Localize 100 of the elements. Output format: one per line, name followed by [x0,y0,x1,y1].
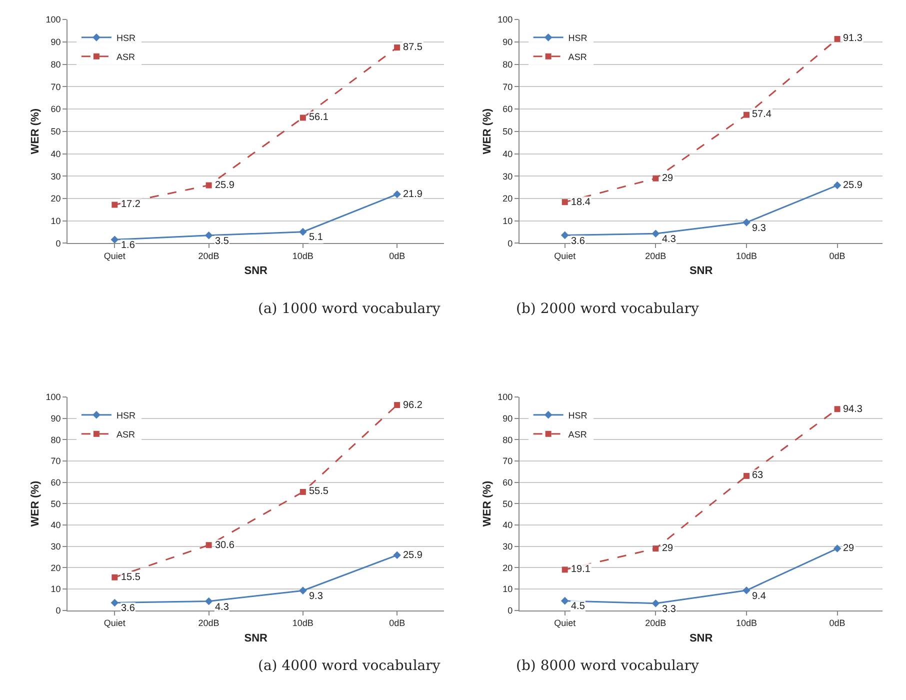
point [110,236,119,244]
point [834,406,840,412]
x-tick-label: 0dB [829,618,846,628]
x-tick-label: 0dB [829,251,846,262]
data-label: 4.5 [571,601,586,612]
point [300,114,306,121]
y-tick-label: 30 [50,542,61,552]
x-tick-label: 10dB [292,251,314,262]
x-tick-label: 10dB [736,251,758,262]
legend-label: ASR [116,429,136,440]
y-tick-label: 0 [508,238,513,248]
point [299,586,307,594]
data-label: 15.5 [121,572,141,583]
data-label: 4.3 [662,234,676,245]
y-tick-label: 60 [502,104,513,114]
data-label: 91.3 [843,33,863,44]
y-tick-label: 80 [502,59,513,70]
y-tick-label: 70 [502,456,513,466]
y-tick-label: 30 [50,171,61,182]
data-label: 25.9 [215,180,235,191]
x-tick-label: 20dB [198,251,220,262]
point [652,230,660,238]
data-label: 3.6 [121,603,136,614]
y-tick-label: 40 [50,520,61,530]
data-label: 3.6 [571,236,586,247]
point [300,488,306,495]
x-tick-label: 0dB [389,251,406,262]
y-tick-label: 100 [498,14,513,25]
y-tick-label: 80 [502,434,513,445]
x-tick-label: 20dB [198,618,220,628]
data-label: 25.9 [843,180,863,191]
legend-label: ASR [568,429,588,440]
y-axis-title: WER (%) [29,108,42,154]
data-label: 25.9 [403,550,423,561]
y-tick-label: 90 [50,413,61,424]
y-tick-label: 50 [50,498,61,509]
point [394,402,400,408]
y-tick-label: 50 [50,126,61,137]
point [652,175,659,182]
y-tick-label: 30 [502,171,513,182]
y-tick-label: 60 [50,477,61,488]
y-tick-label: 40 [502,148,513,159]
x-tick-label: 20dB [645,251,666,262]
data-label: 29 [843,543,855,554]
x-tick-label: Quiet [554,618,576,628]
y-tick-label: 10 [50,216,61,226]
point [299,228,307,236]
point [743,112,750,118]
data-label: 3.5 [215,236,230,247]
x-tick-label: 10dB [736,618,758,628]
y-tick-label: 30 [502,542,513,552]
y-tick-label: 100 [46,14,61,25]
point [110,598,119,607]
y-tick-label: 20 [502,562,513,573]
data-label: 29 [662,173,674,184]
data-label: 9.4 [752,591,766,602]
y-tick-label: 40 [502,520,513,530]
data-label: 56.1 [309,112,329,123]
y-tick-label: 10 [502,584,513,594]
x-axis-title: SNR [244,265,268,278]
y-tick-label: 0 [56,238,61,248]
x-tick-label: 0dB [389,618,406,628]
text: (a) 1000 word vocabulary [258,301,440,317]
text: (b) 2000 word vocabulary [516,301,699,317]
data-label: 29 [662,543,674,554]
point [112,202,118,208]
x-tick-label: 20dB [645,618,666,628]
point [560,231,569,240]
point [652,599,660,608]
y-tick-label: 10 [50,584,61,594]
data-label: 9.3 [309,591,324,602]
x-tick-label: 10dB [292,618,314,628]
data-label: 9.3 [752,223,766,234]
y-tick-label: 0 [56,606,61,616]
text: (a) 4000 word vocabulary [258,658,440,674]
data-label: 94.3 [843,404,863,415]
data-label: 19.1 [571,564,591,575]
data-label: 87.5 [403,42,423,53]
y-tick-label: 100 [46,392,61,402]
data-label: 3.3 [662,604,676,615]
x-axis-title: SNR [689,265,713,278]
x-tick-label: Quiet [104,251,126,262]
data-label: 17.2 [121,199,141,210]
point [393,551,401,560]
y-tick-label: 70 [502,82,513,92]
point [394,44,400,50]
legend-label: HSR [568,410,588,420]
point [206,182,212,188]
y-tick-label: 70 [50,456,61,466]
legend-label: HSR [116,410,136,420]
data-label: 96.2 [403,400,423,411]
data-label: 21.9 [403,189,423,200]
text: (b) 8000 word vocabulary [516,658,699,674]
point [833,544,842,552]
y-tick-label: 20 [502,194,513,204]
x-axis-title: SNR [689,632,713,644]
legend-label: HSR [116,32,136,43]
point [834,36,840,42]
y-tick-label: 10 [502,216,513,226]
point [204,232,213,240]
